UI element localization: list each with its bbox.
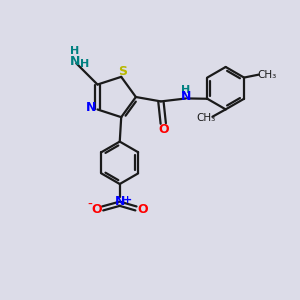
Text: -: - [88, 198, 93, 212]
Text: +: + [122, 195, 132, 205]
Text: O: O [137, 203, 148, 216]
Text: S: S [118, 65, 127, 78]
Text: H: H [80, 59, 89, 69]
Text: CH₃: CH₃ [196, 113, 216, 123]
Text: N: N [115, 195, 125, 208]
Text: N: N [181, 91, 191, 103]
Text: O: O [158, 123, 169, 136]
Text: CH₃: CH₃ [257, 70, 277, 80]
Text: O: O [91, 203, 101, 216]
Text: N: N [70, 56, 80, 68]
Text: H: H [70, 46, 80, 56]
Text: H: H [181, 85, 190, 95]
Text: N: N [86, 101, 96, 115]
